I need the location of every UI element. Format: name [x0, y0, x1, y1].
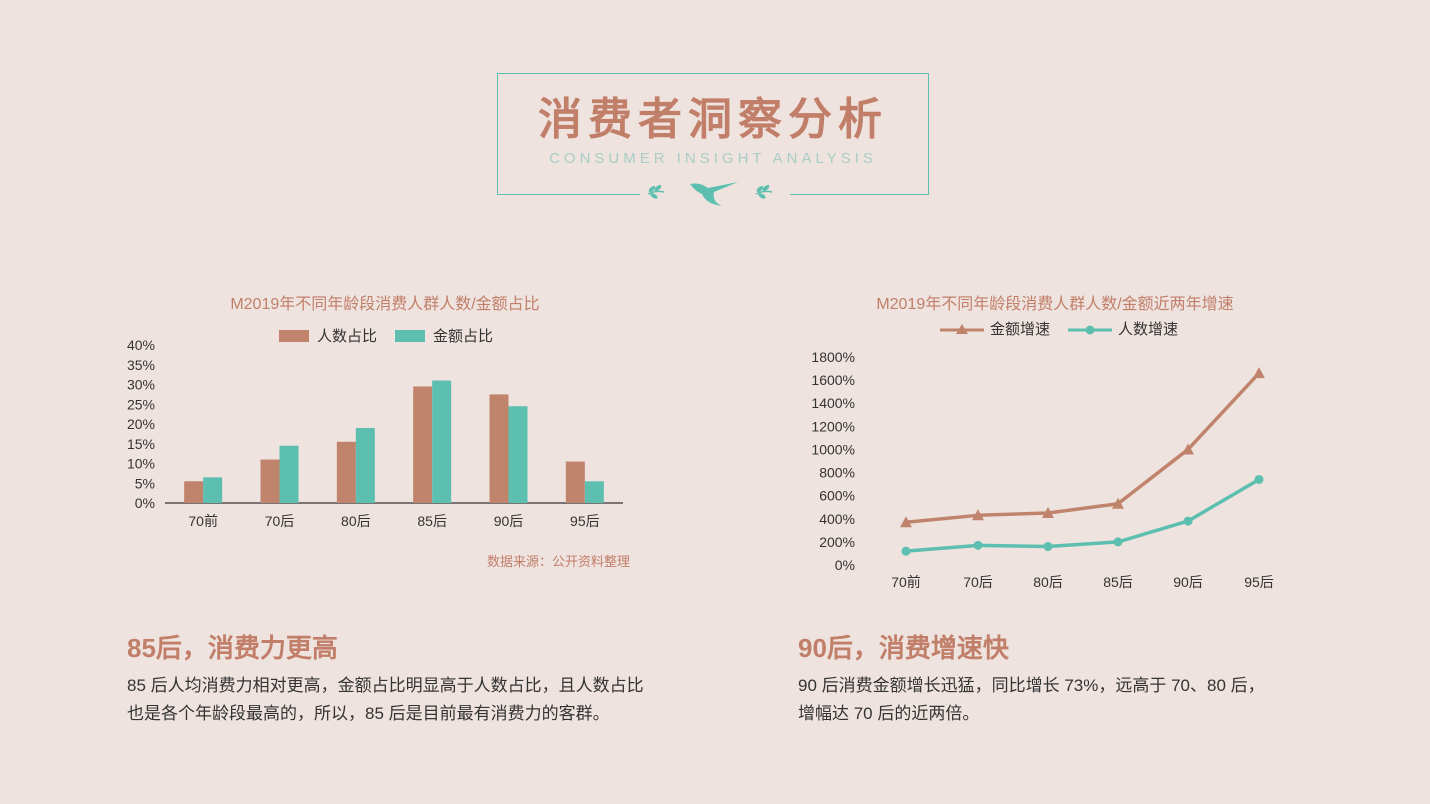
title-box: 消费者洞察分析 CONSUMER INSIGHT ANALYSIS — [497, 73, 929, 195]
line-chart: 0% 200% 400% 600% 800% 1000% 1200% 1400% 1600% 18… — [811, 349, 1274, 590]
point-people-growth-5 — [1254, 474, 1264, 484]
point-people-growth-2 — [1043, 542, 1053, 552]
bar-people-5 — [565, 461, 585, 503]
x-tick-label: 85后 — [1103, 574, 1133, 590]
point-amount-growth-0 — [900, 516, 912, 528]
right-heading: 90后，消费增速快 — [798, 633, 1009, 663]
bar-amount-3 — [432, 380, 452, 503]
y-tick-label: 35% — [127, 357, 155, 373]
legend-label-amount: 金额占比 — [433, 328, 494, 345]
x-tick-label: 90后 — [1173, 574, 1203, 590]
y-tick-label: 0% — [835, 557, 855, 573]
point-people-growth-4 — [1183, 516, 1193, 526]
legend-marker-triangle — [940, 323, 984, 334]
y-tick-label: 800% — [819, 465, 855, 481]
right-paragraph-line-2: 增幅达 70 后的近两倍。 — [798, 704, 980, 723]
bar-people-3 — [413, 386, 433, 503]
point-amount-growth-5 — [1253, 367, 1265, 379]
left-paragraph-line-2: 也是各个年龄段最高的，所以，85 后是目前最有消费力的客群。 — [127, 704, 610, 723]
legend-item-amount: 金额占比 — [395, 325, 493, 346]
y-tick-label: 40% — [127, 337, 155, 353]
y-tick-label: 1000% — [811, 441, 855, 457]
page-title: 消费者洞察分析 — [538, 95, 888, 144]
y-tick-label: 1400% — [811, 395, 855, 411]
x-tick-label: 70后 — [265, 513, 295, 529]
y-tick-label: 5% — [135, 475, 155, 491]
legend-label-people-growth: 人数增速 — [1118, 321, 1179, 338]
point-people-growth-0 — [901, 546, 911, 556]
y-tick-label: 20% — [127, 416, 155, 432]
legend-swatch-people — [279, 329, 309, 342]
line-chart-title: M2019年不同年龄段消费人群人数/金额近两年增速 — [876, 296, 1234, 313]
x-tick-label: 80后 — [341, 513, 371, 529]
x-tick-label: 70前 — [891, 574, 921, 590]
y-tick-label: 600% — [819, 488, 855, 504]
legend-item-people-growth: 人数增速 — [1068, 318, 1178, 339]
left-paragraph-line-1: 85 后人均消费力相对更高，金额占比明显高于人数占比，且人数占比 — [127, 676, 644, 695]
x-tick-label: 80后 — [1033, 574, 1063, 590]
bar-chart-title: M2019年不同年龄段消费人群人数/金额占比 — [230, 296, 540, 313]
point-amount-growth-1 — [972, 509, 984, 521]
bar-amount-1 — [279, 445, 299, 503]
left-paragraph: 85 后人均消费力相对更高，金额占比明显高于人数占比，且人数占比 也是各个年龄段… — [127, 672, 727, 728]
point-people-growth-1 — [973, 540, 983, 550]
swallow-ornament — [640, 172, 790, 212]
y-tick-label: 25% — [127, 396, 155, 412]
bar-amount-5 — [584, 481, 604, 503]
bar-people-2 — [336, 441, 356, 503]
x-tick-label: 95后 — [570, 513, 600, 529]
right-paragraph: 90 后消费金额增长迅猛，同比增长 73%，远高于 70、80 后， 增幅达 7… — [798, 672, 1358, 728]
bar-people-1 — [260, 459, 280, 503]
left-heading: 85后，消费力更高 — [127, 633, 338, 663]
bar-amount-0 — [203, 477, 223, 503]
leaf-left-icon — [647, 185, 665, 199]
bar-chart: 0% 5% 10% 15% 20% 25% 30% 35% 40% 70前 70后 80后 85后 90后… — [127, 337, 623, 529]
swallow-icon — [690, 182, 738, 206]
line-chart-legend: 金额增速 人数增速 — [940, 318, 1196, 339]
x-tick-label: 70后 — [963, 574, 993, 590]
y-tick-label: 400% — [819, 511, 855, 527]
legend-swatch-amount — [395, 329, 426, 342]
point-amount-growth-4 — [1182, 443, 1194, 455]
bar-people-0 — [184, 481, 204, 503]
y-tick-label: 1800% — [811, 349, 855, 365]
y-tick-label: 1600% — [811, 372, 855, 388]
point-amount-growth-3 — [1112, 497, 1124, 509]
x-tick-label: 95后 — [1244, 574, 1274, 590]
y-tick-label: 1200% — [811, 418, 855, 434]
legend-item-people: 人数占比 — [279, 325, 377, 346]
right-paragraph-line-1: 90 后消费金额增长迅猛，同比增长 73%，远高于 70、80 后， — [798, 676, 1265, 695]
point-amount-growth-2 — [1042, 507, 1054, 518]
y-tick-label: 0% — [135, 495, 155, 511]
page-subtitle: CONSUMER INSIGHT ANALYSIS — [549, 150, 877, 167]
legend-label-people: 人数占比 — [317, 328, 378, 345]
y-tick-label: 200% — [819, 534, 855, 550]
point-people-growth-3 — [1113, 537, 1123, 547]
bar-people-4 — [489, 394, 509, 503]
x-tick-label: 70前 — [188, 513, 218, 529]
y-tick-label: 10% — [127, 456, 155, 472]
legend-item-amount-growth: 金额增速 — [940, 318, 1050, 339]
bar-amount-2 — [355, 427, 375, 503]
x-tick-label: 90后 — [494, 513, 524, 529]
bar-chart-legend: 人数占比 金额占比 — [279, 325, 511, 346]
leaf-right-icon — [755, 185, 773, 199]
series-line-people-growth — [905, 477, 1260, 553]
legend-marker-circle — [1068, 325, 1113, 334]
data-source-note: 数据来源：公开资料整理 — [486, 554, 630, 569]
bar-amount-4 — [508, 406, 528, 503]
y-tick-label: 30% — [127, 377, 155, 393]
y-tick-label: 15% — [127, 436, 155, 452]
series-line-amount-growth — [905, 371, 1261, 524]
legend-label-amount-growth: 金额增速 — [990, 321, 1051, 338]
x-tick-label: 85后 — [417, 513, 447, 529]
